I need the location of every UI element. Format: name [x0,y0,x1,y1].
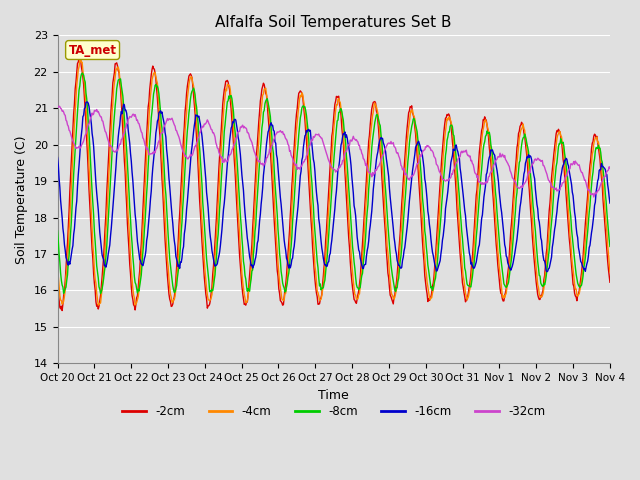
Title: Alfalfa Soil Temperatures Set B: Alfalfa Soil Temperatures Set B [216,15,452,30]
X-axis label: Time: Time [318,389,349,402]
Legend: -2cm, -4cm, -8cm, -16cm, -32cm: -2cm, -4cm, -8cm, -16cm, -32cm [117,401,550,423]
Text: TA_met: TA_met [68,44,116,57]
Y-axis label: Soil Temperature (C): Soil Temperature (C) [15,135,28,264]
